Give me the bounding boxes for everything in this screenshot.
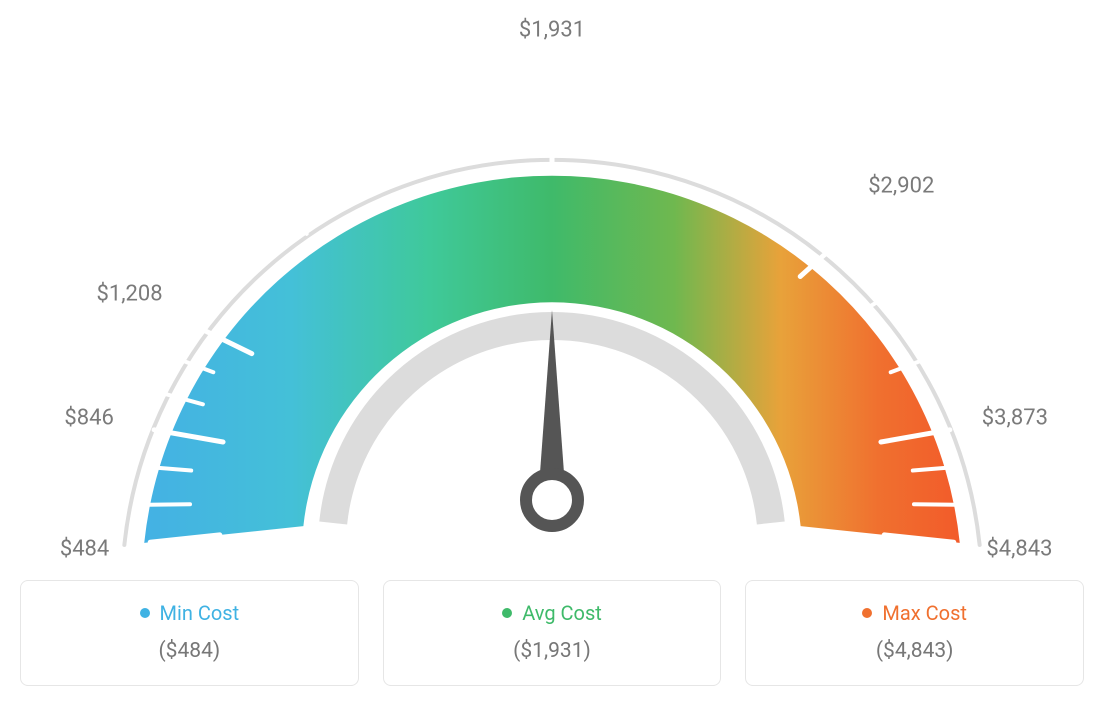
legend-title-avg: Avg Cost [394, 601, 711, 625]
gauge-tick-label: $4,843 [986, 537, 1052, 562]
gauge-tick-label: $2,902 [868, 173, 934, 198]
gauge-tick-label: $3,873 [982, 406, 1048, 431]
gauge-svg [20, 20, 1084, 560]
legend-dot-avg [502, 608, 512, 618]
legend-label-min: Min Cost [160, 601, 240, 625]
gauge-chart: $484 $846 $1,208 $1,931 $2,902 $3,873 $4,843 [20, 20, 1084, 560]
legend-dot-max [862, 608, 872, 618]
legend-title-min: Min Cost [31, 601, 348, 625]
legend-label-max: Max Cost [882, 601, 967, 625]
legend-card-max: Max Cost ($4,843) [745, 580, 1084, 686]
legend-value-max: ($4,843) [756, 639, 1073, 663]
legend-dot-min [140, 608, 150, 618]
gauge-tick-label: $846 [64, 406, 113, 431]
legend-value-min: ($484) [31, 639, 348, 663]
cost-gauge-widget: $484 $846 $1,208 $1,931 $2,902 $3,873 $4,843 M… [20, 20, 1084, 686]
legend-card-min: Min Cost ($484) [20, 580, 359, 686]
legend-label-avg: Avg Cost [522, 601, 602, 625]
legend-card-avg: Avg Cost ($1,931) [383, 580, 722, 686]
gauge-tick-label: $1,931 [519, 18, 585, 43]
legend-value-avg: ($1,931) [394, 639, 711, 663]
legend-row: Min Cost ($484) Avg Cost ($1,931) Max Co… [20, 580, 1084, 686]
gauge-tick-label: $484 [60, 537, 109, 562]
legend-title-max: Max Cost [756, 601, 1073, 625]
gauge-tick-label: $1,208 [96, 281, 162, 306]
